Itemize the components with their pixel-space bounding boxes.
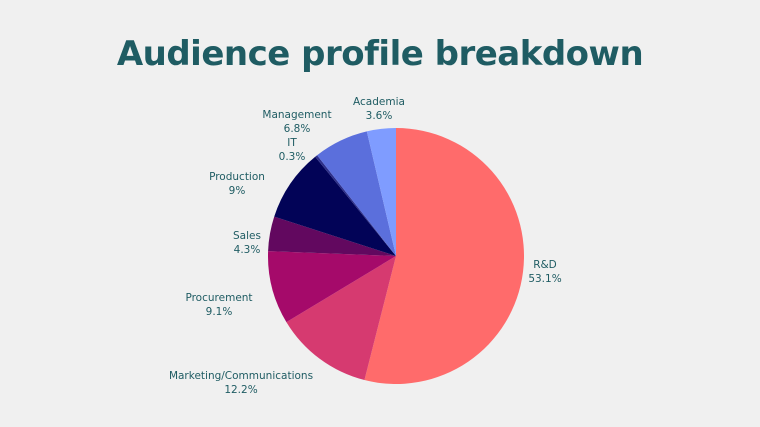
slice-label-name: Marketing/Communications [169,370,313,382]
pie-slice-marketing-communications [286,256,396,381]
pie-slice-r-d [364,128,525,384]
slice-labels: R&D 53.1% Marketing/Communications 12.2% Pro… [169,96,562,396]
slice-label-name: Management [262,109,331,121]
slice-label-value: 6.8% [284,123,311,135]
slice-label-name: Academia [353,96,405,108]
pie-slice-sales [268,216,396,256]
pie-slice-it [315,155,396,256]
chart-title: Audience profile breakdown [116,34,644,74]
slice-label-value: 9.1% [206,306,233,318]
slice-label-value: 0.3% [279,151,306,163]
slice-label-value: 12.2% [224,384,257,396]
slice-label-value: 4.3% [234,244,261,256]
pie-slice-procurement [267,251,396,323]
slice-label-value: 3.6% [366,110,393,122]
pie-slice-academia [366,128,396,256]
slice-label-value: 53.1% [528,273,561,285]
slice-label-name: R&D [533,259,557,271]
slice-label-name: Production [209,171,265,183]
slice-label-name: IT [287,137,297,149]
pie-slices [267,128,525,384]
slice-label-name: Sales [233,230,261,242]
slice-label-value: 9% [229,185,246,197]
pie-slice-management [317,131,396,256]
slice-label-name: Procurement [185,292,252,304]
pie-slice-production [274,156,396,256]
